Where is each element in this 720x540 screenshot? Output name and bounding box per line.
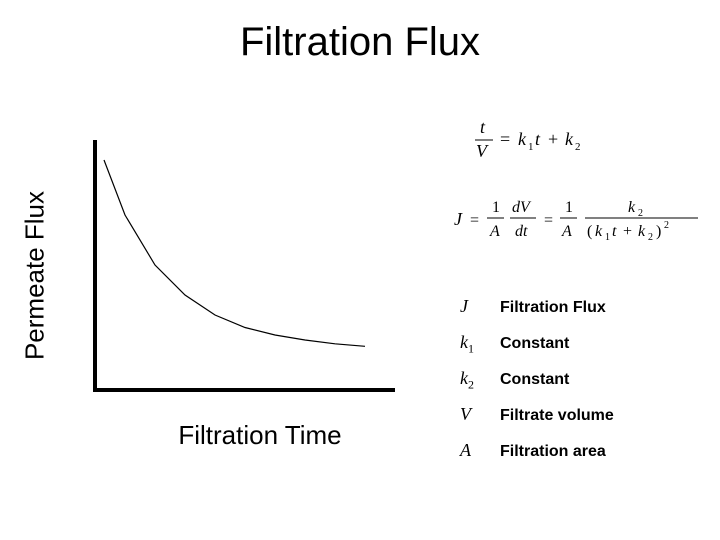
svg-text:2: 2 — [648, 232, 653, 243]
svg-text:): ) — [656, 223, 661, 240]
legend-symbol: V — [460, 404, 500, 429]
slide: Filtration Flux Permeate Flux Filtration… — [0, 0, 720, 540]
legend-symbol: J — [460, 296, 500, 321]
svg-text:2: 2 — [664, 220, 669, 231]
svg-text:1: 1 — [565, 199, 573, 216]
legend-row: A Filtration area — [460, 434, 720, 470]
svg-text:(: ( — [587, 223, 592, 240]
flux-chart — [75, 130, 425, 400]
legend-row: k1 Constant — [460, 326, 720, 362]
svg-text:k: k — [565, 129, 574, 149]
legend-text: Filtration Flux — [500, 299, 720, 317]
y-axis-label: Permeate Flux — [20, 176, 51, 376]
svg-text:t: t — [480, 117, 486, 137]
x-axis-label: Filtration Time — [130, 420, 390, 451]
legend-text: Constant — [500, 335, 720, 353]
svg-text:=: = — [500, 129, 510, 149]
slide-title: Filtration Flux — [0, 20, 720, 65]
equation-2: J = 1 A dV dt = 1 A k 2 ( k 1 t + k 2 ) … — [450, 190, 710, 250]
svg-text:k: k — [628, 199, 636, 216]
legend-row: J Filtration Flux — [460, 290, 720, 326]
symbol-legend: J Filtration Flux k1 Constant k2 Constan… — [460, 290, 720, 470]
legend-symbol: A — [460, 440, 500, 465]
svg-text:=: = — [470, 212, 479, 229]
legend-text: Filtrate volume — [500, 407, 720, 425]
legend-symbol: k1 — [460, 332, 500, 357]
svg-text:=: = — [544, 212, 553, 229]
svg-text:V: V — [476, 141, 489, 161]
svg-text:dt: dt — [515, 223, 528, 240]
svg-text:A: A — [489, 223, 500, 240]
svg-text:dV: dV — [512, 199, 532, 216]
svg-text:1: 1 — [492, 199, 500, 216]
svg-text:A: A — [561, 223, 572, 240]
svg-text:+: + — [623, 223, 632, 240]
flux-curve — [104, 160, 365, 346]
legend-symbol: k2 — [460, 368, 500, 393]
svg-text:t: t — [535, 129, 541, 149]
svg-text:+: + — [548, 129, 558, 149]
legend-row: k2 Constant — [460, 362, 720, 398]
svg-text:1: 1 — [605, 232, 610, 243]
equation-1: t V = k 1 t + k 2 — [470, 115, 630, 165]
svg-text:J: J — [454, 209, 463, 229]
svg-text:k: k — [518, 129, 527, 149]
svg-text:2: 2 — [575, 141, 581, 153]
legend-row: V Filtrate volume — [460, 398, 720, 434]
legend-text: Constant — [500, 371, 720, 389]
svg-text:1: 1 — [528, 141, 534, 153]
chart-svg — [75, 130, 425, 400]
svg-text:2: 2 — [638, 208, 643, 219]
svg-text:t: t — [612, 223, 617, 240]
svg-text:k: k — [638, 223, 646, 240]
svg-text:k: k — [595, 223, 603, 240]
legend-text: Filtration area — [500, 443, 720, 461]
